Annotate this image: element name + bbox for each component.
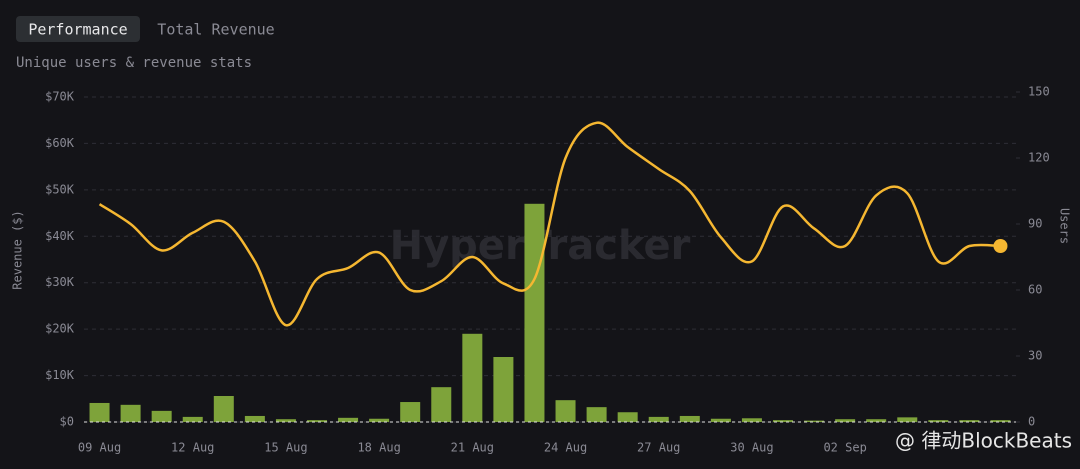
x-tick-label: 18 Aug — [357, 441, 400, 455]
y-tick-label: $70K — [45, 90, 75, 104]
tab[interactable]: Total Revenue — [157, 21, 274, 39]
y2-axis-title: Users — [1058, 208, 1072, 244]
bar — [120, 404, 141, 422]
y-tick-label: $50K — [45, 182, 75, 196]
bar — [493, 357, 514, 422]
y2-tick-label: 30 — [1028, 349, 1042, 363]
bar — [338, 417, 359, 422]
bar — [617, 412, 638, 422]
bar — [244, 415, 265, 422]
y-tick-label: $40K — [45, 229, 75, 243]
source-watermark: @ 律动BlockBeats — [895, 429, 1072, 453]
bar — [307, 420, 327, 422]
chart-subtitle: Unique users & revenue stats — [16, 55, 252, 71]
bar — [275, 419, 296, 422]
bar — [586, 407, 607, 422]
bar — [213, 396, 234, 422]
y-tick-label: $0 — [60, 415, 74, 429]
bar — [773, 420, 793, 422]
x-tick-label: 12 Aug — [171, 441, 214, 455]
bar — [369, 418, 390, 422]
bar — [151, 410, 172, 422]
line — [98, 121, 1001, 327]
y2-tick-label: 120 — [1028, 151, 1050, 165]
bar — [648, 416, 669, 422]
y2-tick-label: 90 — [1028, 217, 1042, 231]
tab[interactable]: Performance — [28, 21, 127, 39]
bar — [400, 402, 421, 422]
x-tick-label: 24 Aug — [544, 441, 587, 455]
y2-tick-label: 0 — [1028, 415, 1035, 429]
bar — [835, 419, 856, 422]
bar — [804, 420, 825, 422]
bar — [89, 402, 110, 422]
bar — [928, 420, 949, 422]
y2-tick-label: 60 — [1028, 283, 1042, 297]
x-tick-label: 15 Aug — [264, 441, 307, 455]
y-tick-label: $10K — [45, 368, 75, 382]
x-tick-label: 09 Aug — [78, 441, 121, 455]
bar — [897, 417, 918, 422]
y-tick-label: $30K — [45, 275, 75, 289]
x-tick-label: 21 Aug — [451, 441, 494, 455]
bar — [866, 419, 887, 422]
plot: $0 $10K $20K $30K $40K $50K $60K $70K 0 30 60 90 120… — [45, 85, 1050, 455]
bar — [555, 400, 576, 422]
line-end-marker — [993, 239, 1008, 253]
y2-tick-label: 150 — [1028, 85, 1050, 99]
y-axis-title: Revenue ($) — [11, 210, 25, 289]
bar — [462, 333, 483, 422]
bar — [710, 418, 731, 422]
x-tick-label: 02 Sep — [823, 441, 866, 455]
y-tick-label: $60K — [45, 136, 75, 150]
tab-active-bg[interactable] — [16, 16, 140, 42]
bar — [959, 420, 980, 422]
bar — [524, 203, 545, 422]
y-tick-label: $20K — [45, 322, 75, 336]
x-tick-label: 27 Aug — [637, 441, 680, 455]
bar — [990, 420, 1011, 422]
bar — [431, 387, 452, 422]
bar — [679, 415, 700, 422]
bar — [182, 416, 203, 422]
bar — [741, 418, 762, 422]
x-tick-label: 30 Aug — [730, 441, 773, 455]
